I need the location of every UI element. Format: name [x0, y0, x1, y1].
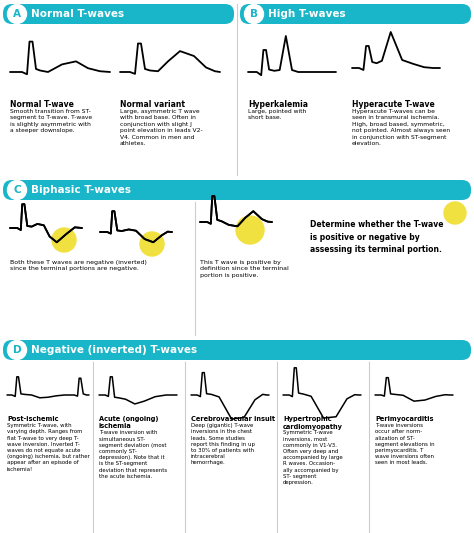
- Circle shape: [245, 4, 264, 23]
- Text: Acute (ongoing)
ischemia: Acute (ongoing) ischemia: [99, 416, 158, 430]
- Text: D: D: [13, 345, 21, 355]
- Text: Deep (gigantic) T-wave
inversions in the chest
leads. Some studies
report this f: Deep (gigantic) T-wave inversions in the…: [191, 423, 255, 465]
- Circle shape: [236, 216, 264, 244]
- Circle shape: [52, 228, 76, 252]
- Text: C: C: [13, 185, 21, 195]
- Text: Both these T waves are negative (inverted)
since the terminal portions are negat: Both these T waves are negative (inverte…: [10, 260, 147, 271]
- Text: Large, asymmetric T wave
with broad base. Often in
conjunction with slight J
poi: Large, asymmetric T wave with broad base…: [120, 109, 202, 146]
- Text: Large, pointed with
short base.: Large, pointed with short base.: [248, 109, 306, 120]
- Text: B: B: [250, 9, 258, 19]
- Text: A: A: [13, 9, 21, 19]
- Text: Determine whether the T-wave
is positive or negative by
assessing its terminal p: Determine whether the T-wave is positive…: [310, 220, 444, 254]
- Text: Hyperacute T-waves can be
seen in transmural ischemia.
High, broad based, symmet: Hyperacute T-waves can be seen in transm…: [352, 109, 450, 146]
- Text: High T-waves: High T-waves: [268, 9, 346, 19]
- Text: Hyperkalemia: Hyperkalemia: [248, 100, 308, 109]
- Circle shape: [8, 341, 27, 359]
- Circle shape: [140, 232, 164, 256]
- Text: Hyperacute T-wave: Hyperacute T-wave: [352, 100, 435, 109]
- Text: T-wave inversions
occur after norm-
alization of ST-
segment elevations in
perim: T-wave inversions occur after norm- aliz…: [375, 423, 435, 465]
- Text: Symmetric T-wave
inversions, most
commonly in V1-V3.
Often very deep and
accompa: Symmetric T-wave inversions, most common…: [283, 431, 343, 485]
- Circle shape: [444, 202, 466, 224]
- Text: Smooth transition from ST-
segment to T-wave. T-wave
is slightly asymmetric with: Smooth transition from ST- segment to T-…: [10, 109, 92, 133]
- FancyBboxPatch shape: [3, 180, 471, 200]
- Text: Normal variant: Normal variant: [120, 100, 185, 109]
- Text: Hypertrophic
cardiomyopathy: Hypertrophic cardiomyopathy: [283, 416, 343, 430]
- Text: Post-ischemic: Post-ischemic: [7, 416, 58, 422]
- FancyBboxPatch shape: [3, 4, 234, 24]
- FancyBboxPatch shape: [3, 340, 471, 360]
- Circle shape: [8, 4, 27, 23]
- Text: Symmetric T-wave, with
varying depth. Ranges from
flat T-wave to very deep T-
wa: Symmetric T-wave, with varying depth. Ra…: [7, 423, 90, 472]
- Text: Normal T-waves: Normal T-waves: [31, 9, 124, 19]
- Text: Biphasic T-waves: Biphasic T-waves: [31, 185, 131, 195]
- FancyBboxPatch shape: [240, 4, 471, 24]
- Text: Normal T-wave: Normal T-wave: [10, 100, 74, 109]
- Text: Negative (inverted) T-waves: Negative (inverted) T-waves: [31, 345, 197, 355]
- Text: This T wave is positive by
definition since the terminal
portion is positive.: This T wave is positive by definition si…: [200, 260, 289, 278]
- Text: T-wave inversion with
simultaneous ST-
segment deviation (most
commonly ST-
depr: T-wave inversion with simultaneous ST- s…: [99, 431, 167, 479]
- Text: Perimyocarditis: Perimyocarditis: [375, 416, 434, 422]
- Text: Cerebrovascular insult: Cerebrovascular insult: [191, 416, 275, 422]
- Circle shape: [8, 181, 27, 199]
